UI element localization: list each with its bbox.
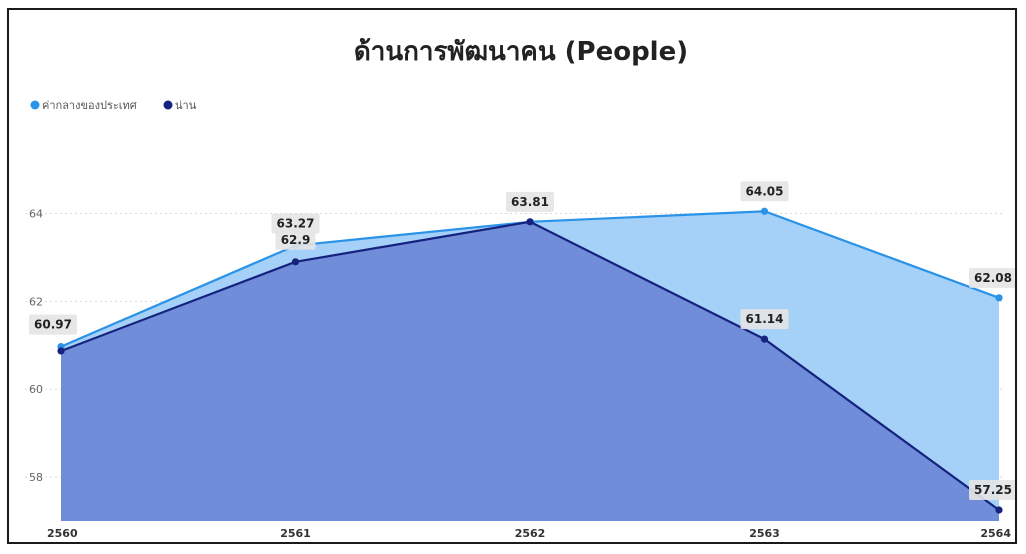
data-label-0-0: 60.97 [34,318,72,332]
point-series-0-2564 [995,294,1003,302]
data-label-1-4: 57.25 [974,483,1012,497]
legend-marker-national [30,100,40,110]
data-label-0-3: 64.05 [746,184,784,198]
data-label-bg-0-4 [969,267,1015,288]
y-tick-60: 60 [29,383,43,396]
data-labels: 60.97 63.27 63.81 64.05 62.08 62.9 61.14 57.25 [29,181,1015,501]
area-series-1 [61,221,999,522]
data-label-bg-0-0 [29,314,77,335]
data-label-bg-0-3 [740,181,789,202]
point-series-0-2563 [760,207,769,215]
point-series-1-2561 [291,258,300,266]
x-axis-ticks: 2560 2561 2562 2563 2564 [47,527,1011,540]
data-label-bg-1-3 [740,309,789,330]
data-label-1-3: 61.14 [746,312,784,326]
data-label-1-1: 62.9 [281,233,311,247]
y-tick-64: 64 [29,207,43,220]
chart-frame: ด้านการพัฒนาคน (People) ค่ากลางของประเทศ… [7,8,1017,544]
y-axis-ticks: 58 60 62 64 [29,207,43,484]
data-label-0-1: 63.27 [277,217,315,231]
x-tick-2560: 2560 [47,527,78,540]
legend: ค่ากลางของประเทศ น่าน [30,99,197,112]
x-tick-2563: 2563 [749,527,780,540]
data-label-bg-0-2 [506,191,554,212]
data-label-0-4: 62.08 [974,271,1012,285]
series-areas [61,211,999,522]
x-tick-2562: 2562 [515,527,546,540]
data-label-bg-1-1 [275,229,316,250]
x-tick-2564: 2564 [980,527,1011,540]
y-tick-62: 62 [29,295,43,308]
y-tick-58: 58 [29,471,43,484]
data-label-bg-0-1 [271,213,320,234]
legend-marker-nan [163,100,173,110]
data-label-bg-1-4 [969,480,1015,501]
area-chart: ด้านการพัฒนาคน (People) ค่ากลางของประเทศ… [25,37,1015,540]
legend-label-national: ค่ากลางของประเทศ [42,99,137,112]
legend-label-nan: น่าน [175,99,197,112]
data-label-0-2: 63.81 [511,195,549,209]
x-tick-2561: 2561 [280,527,311,540]
chart-title: ด้านการพัฒนาคน (People) [354,37,688,67]
point-series-1-2563 [760,335,769,343]
point-series-1-2564 [995,506,1003,514]
point-series-1-2560 [57,347,65,355]
point-series-1-2562 [526,218,534,226]
